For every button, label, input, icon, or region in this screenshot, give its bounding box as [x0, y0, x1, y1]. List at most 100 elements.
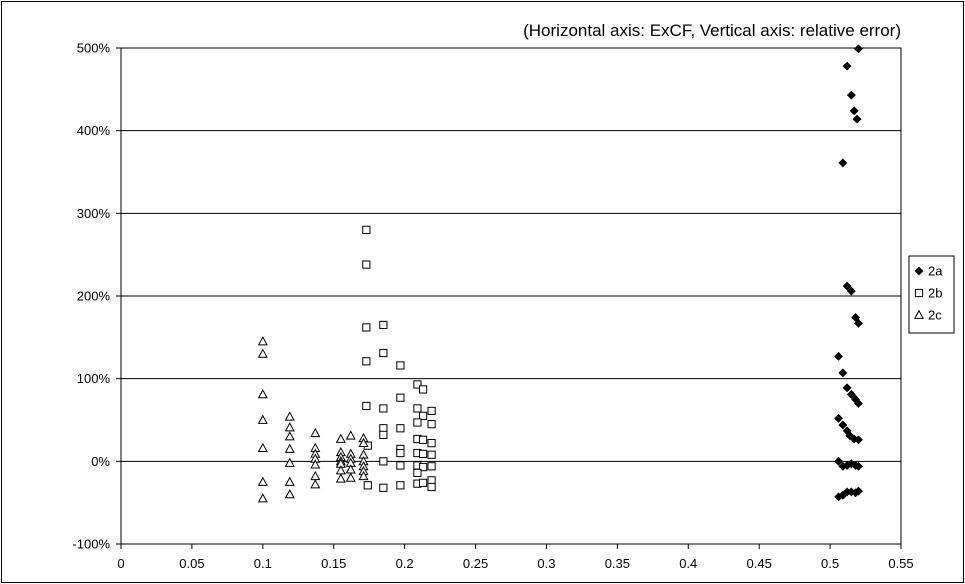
point-2b [427, 450, 436, 459]
point-2c [284, 411, 295, 421]
point-2b [427, 482, 436, 492]
x-axis: 0 0.05 0.1 0.15 0.2 0.25 0.3 0.35 0.4 0.45 0.5 0.55 [117, 544, 914, 571]
point-2a [838, 368, 848, 378]
x-tick-label: 0.55 [888, 556, 913, 571]
point-2b [427, 406, 436, 416]
point-2b [418, 449, 428, 458]
y-tick-label: 0% [91, 454, 110, 469]
x-tick-label: 0.05 [179, 556, 204, 571]
legend-label-2c: 2c [928, 308, 942, 323]
point-2c [284, 476, 295, 486]
point-2b [418, 411, 428, 420]
point-2a [853, 44, 864, 54]
point-2c [310, 479, 321, 489]
point-2c [257, 414, 268, 424]
point-2a [853, 318, 864, 328]
point-2a [842, 383, 852, 393]
point-2b [379, 320, 388, 330]
x-tick-label: 0 [117, 556, 124, 571]
point-2b [379, 457, 388, 466]
point-2c [335, 473, 346, 483]
point-2a [846, 90, 856, 100]
point-2a [838, 420, 848, 430]
point-2c [358, 470, 369, 481]
x-tick-label: 0.15 [321, 556, 346, 571]
point-2b [413, 418, 422, 427]
y-tick-label: 300% [77, 206, 111, 221]
legend-marker-2c [913, 309, 925, 319]
point-2c [284, 457, 295, 467]
point-2a [842, 61, 852, 71]
point-2a [846, 286, 856, 296]
point-2b [379, 430, 388, 439]
point-2b [418, 463, 428, 472]
y-tick-label: 100% [77, 371, 111, 386]
point-2b [396, 448, 405, 458]
point-2c [345, 430, 356, 440]
point-2a [852, 114, 862, 124]
point-2c [284, 443, 295, 453]
point-2a [834, 351, 844, 361]
point-2b [396, 393, 405, 402]
series-2a [834, 44, 864, 502]
point-2c [310, 459, 321, 469]
point-2b [362, 401, 371, 411]
x-tick-label: 0.3 [537, 556, 555, 571]
y-tick-label: -100% [72, 537, 110, 552]
point-2a [853, 461, 864, 471]
point-2a [834, 456, 844, 466]
point-2c [257, 476, 268, 486]
point-2b [413, 404, 422, 413]
x-tick-label: 0.2 [396, 556, 414, 571]
legend-label-2a: 2a [928, 264, 943, 279]
point-2b [427, 462, 436, 471]
point-2c [345, 472, 356, 482]
point-2b [379, 348, 388, 358]
chart-title: (Horizontal axis: ExCF, Vertical axis: r… [523, 21, 901, 40]
x-tick-label: 0.45 [747, 556, 772, 571]
point-2c [257, 348, 268, 358]
y-axis: -100% 0% 100% 200% 300% 400% 500% [72, 41, 121, 552]
point-2b [362, 357, 371, 366]
y-tick-label: 400% [77, 123, 111, 138]
point-2a [853, 435, 864, 445]
point-2c [257, 336, 268, 346]
point-2b [379, 404, 388, 413]
point-2c [335, 433, 346, 443]
point-2c [284, 489, 295, 499]
point-2c [257, 493, 268, 503]
point-2a [845, 431, 855, 441]
point-2b [413, 380, 422, 389]
legend: 2a 2b 2c [908, 255, 955, 334]
point-2a [853, 486, 864, 496]
point-2c [257, 442, 268, 453]
x-tick-label: 0.4 [679, 556, 697, 571]
point-2a [849, 106, 859, 116]
point-2a [842, 281, 852, 291]
point-2b [418, 435, 428, 444]
point-2c [257, 389, 268, 399]
point-2a [838, 158, 848, 168]
legend-marker-2a [914, 266, 924, 276]
point-2b [362, 260, 371, 269]
y-tick-label: 200% [77, 289, 111, 304]
x-tick-label: 0.25 [463, 556, 488, 571]
point-2c [310, 427, 321, 438]
point-2b [427, 439, 436, 448]
data-points [257, 44, 864, 503]
y-tick-label: 500% [77, 41, 111, 56]
point-2c [284, 422, 295, 432]
point-2a [834, 413, 844, 423]
point-2b [396, 361, 405, 370]
legend-marker-2b [914, 288, 924, 298]
point-2b [413, 468, 422, 478]
point-2b [362, 225, 371, 234]
point-2b [396, 424, 405, 433]
point-2b [418, 385, 428, 394]
point-2b [396, 481, 405, 490]
point-2a [853, 398, 864, 409]
x-tick-label: 0.5 [821, 556, 839, 571]
point-2b [363, 481, 372, 490]
